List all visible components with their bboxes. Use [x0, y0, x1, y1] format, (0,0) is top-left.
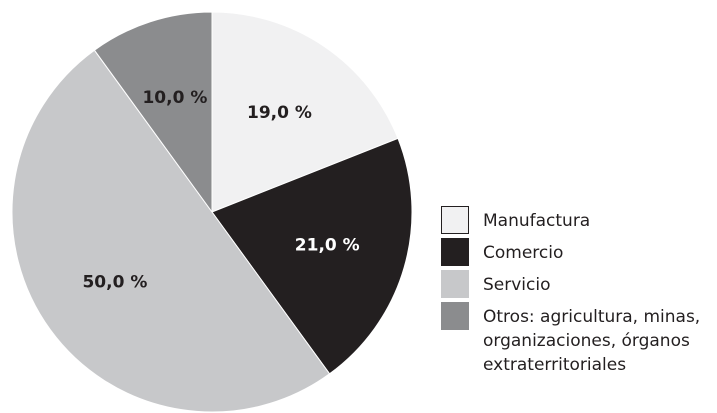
pie-slice — [211, 11, 399, 213]
legend-swatch — [441, 238, 469, 266]
legend-label: Servicio — [483, 275, 551, 295]
legend-item: Servicio — [441, 270, 717, 298]
data-label: 10,0 % — [142, 88, 207, 108]
pie: 19,0 % 21,0 % 50,0 % 10,0 % — [11, 11, 413, 413]
data-label: 21,0 % — [295, 235, 360, 255]
legend-swatch — [441, 206, 469, 234]
data-label: 50,0 % — [82, 273, 147, 293]
legend-label: Comercio — [483, 243, 564, 263]
legend-item: Manufactura — [441, 206, 717, 234]
pie-slice — [93, 11, 213, 214]
legend-label: Manufactura — [483, 211, 591, 231]
legend-swatch — [441, 302, 469, 330]
legend-label: Otros: agricultura, minas, organizacione… — [483, 307, 701, 375]
legend: Manufactura Comercio Servicio Otros: agricu… — [441, 206, 717, 381]
data-label: 19,0 % — [247, 103, 312, 123]
legend-item: Otros: agricultura, minas, organizacione… — [441, 302, 717, 377]
legend-item: Comercio — [441, 238, 717, 266]
pie-slice — [11, 49, 331, 413]
pie-slice — [211, 137, 413, 375]
legend-swatch — [441, 270, 469, 298]
